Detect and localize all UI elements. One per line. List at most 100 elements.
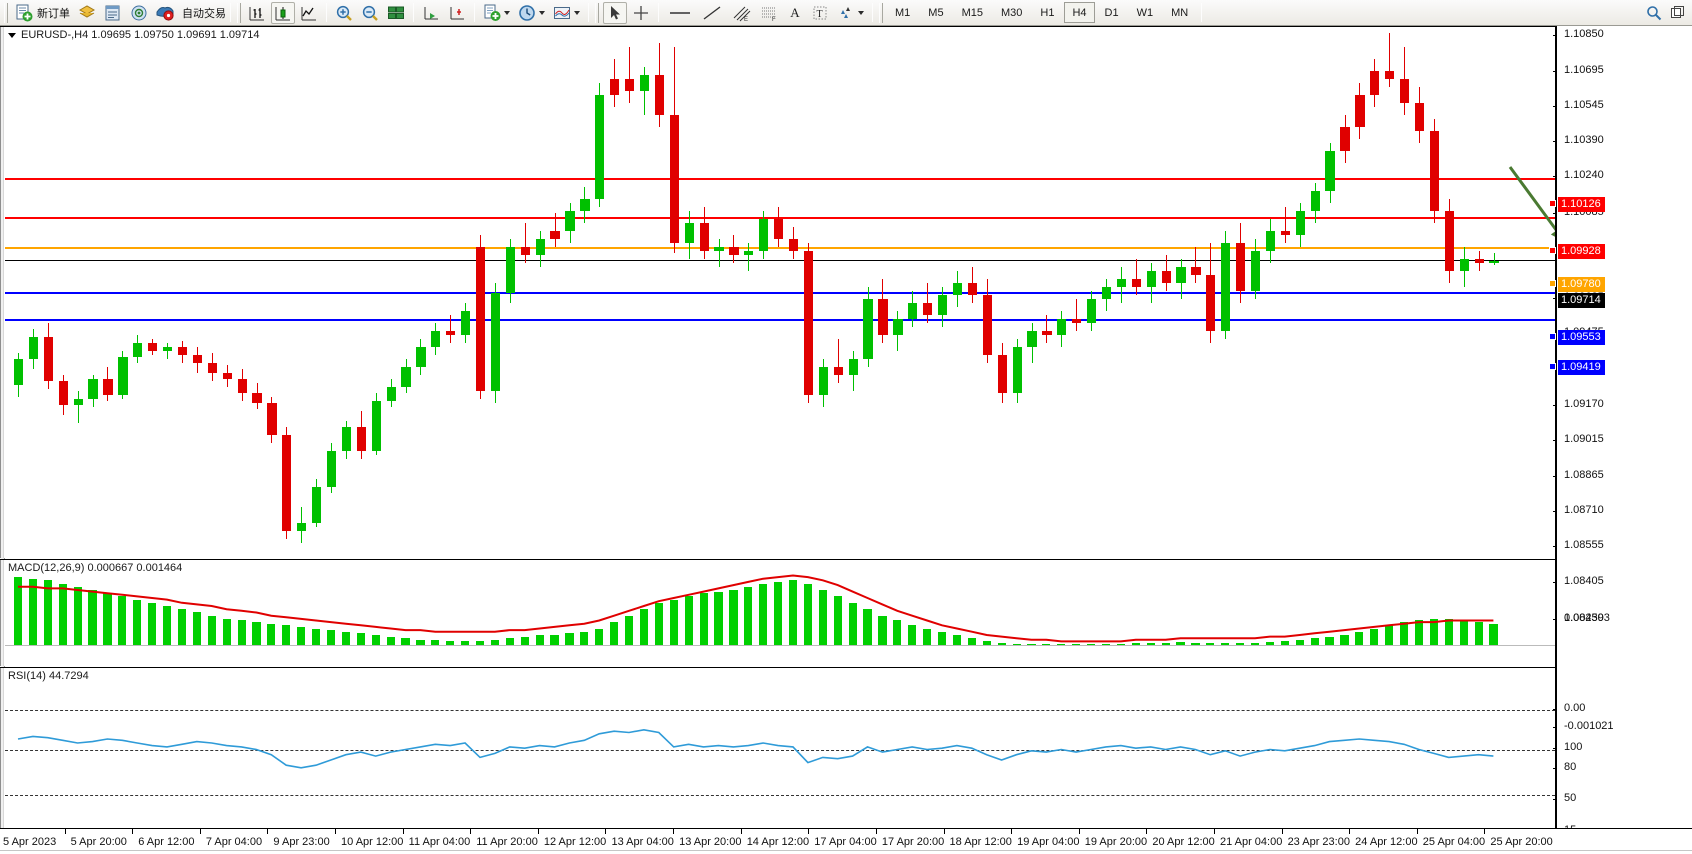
- candle-body[interactable]: [73, 399, 83, 405]
- candle-body[interactable]: [401, 367, 411, 387]
- candle-body[interactable]: [1101, 287, 1112, 299]
- price-axis[interactable]: 1.10850 1.10695 1.10545 1.10390 1.10240 1.100…: [1549, 26, 1692, 849]
- candle-body[interactable]: [1325, 151, 1335, 191]
- candle-body[interactable]: [1027, 331, 1037, 347]
- timeframe-m30-button[interactable]: M30: [1000, 6, 1023, 19]
- candle-body[interactable]: [1370, 71, 1380, 95]
- candle-body[interactable]: [475, 247, 486, 391]
- candle-body[interactable]: [684, 223, 694, 243]
- rsi-plot-area[interactable]: [5, 668, 1555, 828]
- line-chart-button[interactable]: [297, 2, 321, 24]
- candle-body[interactable]: [1400, 79, 1410, 103]
- candle-body[interactable]: [88, 379, 98, 399]
- price-tag[interactable]: 1.09780: [1558, 277, 1605, 292]
- chevron-down-icon-4[interactable]: [858, 10, 864, 15]
- candle-body[interactable]: [1265, 231, 1276, 251]
- chevron-down-icon[interactable]: [504, 10, 510, 15]
- candle-body[interactable]: [908, 303, 918, 319]
- candle-body[interactable]: [1295, 211, 1305, 235]
- price-tag[interactable]: 1.09419: [1558, 360, 1605, 375]
- candle-body[interactable]: [580, 199, 590, 211]
- level-anchor-handle[interactable]: [1549, 363, 1556, 370]
- candle-body[interactable]: [13, 359, 24, 385]
- candle-body[interactable]: [1459, 259, 1469, 271]
- candle-body[interactable]: [535, 239, 545, 255]
- horizontal-line-button[interactable]: [664, 2, 696, 24]
- candle-body[interactable]: [714, 247, 724, 251]
- candle-body[interactable]: [1191, 267, 1201, 275]
- candle-body[interactable]: [297, 523, 307, 531]
- timeframe-w1-button[interactable]: W1: [1136, 6, 1154, 19]
- chart-collapse-icon[interactable]: [8, 32, 16, 38]
- rsi-pane[interactable]: RSI(14) 44.7294: [0, 667, 1555, 828]
- candle-body[interactable]: [1310, 191, 1320, 211]
- candle-body[interactable]: [699, 223, 709, 251]
- candle-body[interactable]: [282, 435, 292, 531]
- candle-body[interactable]: [952, 283, 963, 295]
- candle-body[interactable]: [848, 359, 858, 375]
- candle-body[interactable]: [416, 347, 426, 367]
- candle-body[interactable]: [103, 379, 113, 395]
- candle-body[interactable]: [788, 239, 799, 251]
- toolbar-grip[interactable]: [4, 2, 8, 23]
- timeframe-h1-button[interactable]: H1: [1040, 6, 1055, 19]
- candle-body[interactable]: [759, 219, 769, 251]
- candle-body[interactable]: [729, 247, 739, 255]
- level-anchor-handle[interactable]: [1549, 200, 1556, 207]
- time-axis[interactable]: 5 Apr 2023 5 Apr 20:00 6 Apr 12:00 7 Apr 04…: [0, 828, 1692, 854]
- candle-body[interactable]: [28, 337, 39, 359]
- periods-button[interactable]: [515, 2, 548, 24]
- candle-body[interactable]: [1161, 271, 1171, 283]
- candle-body[interactable]: [803, 251, 814, 395]
- price-pane-handle[interactable]: [0, 27, 4, 558]
- candle-body[interactable]: [1146, 271, 1156, 287]
- zoom-out-button[interactable]: [358, 2, 382, 24]
- candle-body[interactable]: [818, 367, 828, 395]
- equidistant-channel-button[interactable]: E: [728, 2, 754, 24]
- chart-container[interactable]: EURUSD-,H4 1.09695 1.09750 1.09691 1.097…: [0, 26, 1692, 854]
- templates-button[interactable]: [550, 2, 583, 24]
- candle-body[interactable]: [893, 319, 903, 335]
- navigator-button[interactable]: [127, 2, 151, 24]
- candle-body[interactable]: [610, 79, 620, 95]
- price-tag[interactable]: 1.09928: [1558, 244, 1605, 259]
- level-line-support-1[interactable]: [5, 292, 1555, 295]
- candle-body[interactable]: [148, 343, 158, 351]
- candle-body[interactable]: [878, 299, 888, 335]
- candle-body[interactable]: [1042, 331, 1052, 335]
- toolbar-grip-2[interactable]: [237, 2, 241, 23]
- candle-body[interactable]: [505, 247, 515, 293]
- candle-body[interactable]: [1355, 95, 1365, 127]
- candle-body[interactable]: [1057, 319, 1067, 335]
- indicators-button[interactable]: [480, 2, 513, 24]
- candle-body[interactable]: [937, 295, 948, 315]
- toolbar-grip-3[interactable]: [595, 2, 599, 23]
- trendline-button[interactable]: [698, 2, 726, 24]
- candle-body[interactable]: [1176, 267, 1186, 283]
- candle-body[interactable]: [982, 295, 992, 355]
- candle-body[interactable]: [1072, 319, 1082, 323]
- level-line-last-price[interactable]: [5, 260, 1555, 262]
- level-line-pivot[interactable]: [5, 247, 1555, 249]
- price-plot-area[interactable]: [5, 27, 1555, 558]
- candle-body[interactable]: [923, 303, 933, 315]
- crosshair-button[interactable]: [629, 2, 653, 24]
- candle-body[interactable]: [1414, 103, 1425, 131]
- candle-body[interactable]: [744, 251, 754, 255]
- candle-body[interactable]: [267, 403, 277, 435]
- macd-plot-area[interactable]: [5, 560, 1555, 666]
- candle-body[interactable]: [133, 343, 143, 357]
- candle-body[interactable]: [1087, 299, 1097, 323]
- candle-body[interactable]: [356, 427, 366, 451]
- candle-body[interactable]: [162, 347, 173, 351]
- candle-body[interactable]: [520, 247, 530, 255]
- level-anchor-handle[interactable]: [1549, 280, 1556, 287]
- objects-button[interactable]: [834, 2, 867, 24]
- text-label-button[interactable]: T: [808, 2, 832, 24]
- candle-body[interactable]: [43, 337, 53, 381]
- candle-body[interactable]: [774, 219, 784, 239]
- candle-body[interactable]: [550, 231, 560, 239]
- candle-body[interactable]: [1340, 127, 1350, 151]
- level-line-resistance-2[interactable]: [5, 177, 1555, 180]
- cursor-button[interactable]: [603, 1, 627, 24]
